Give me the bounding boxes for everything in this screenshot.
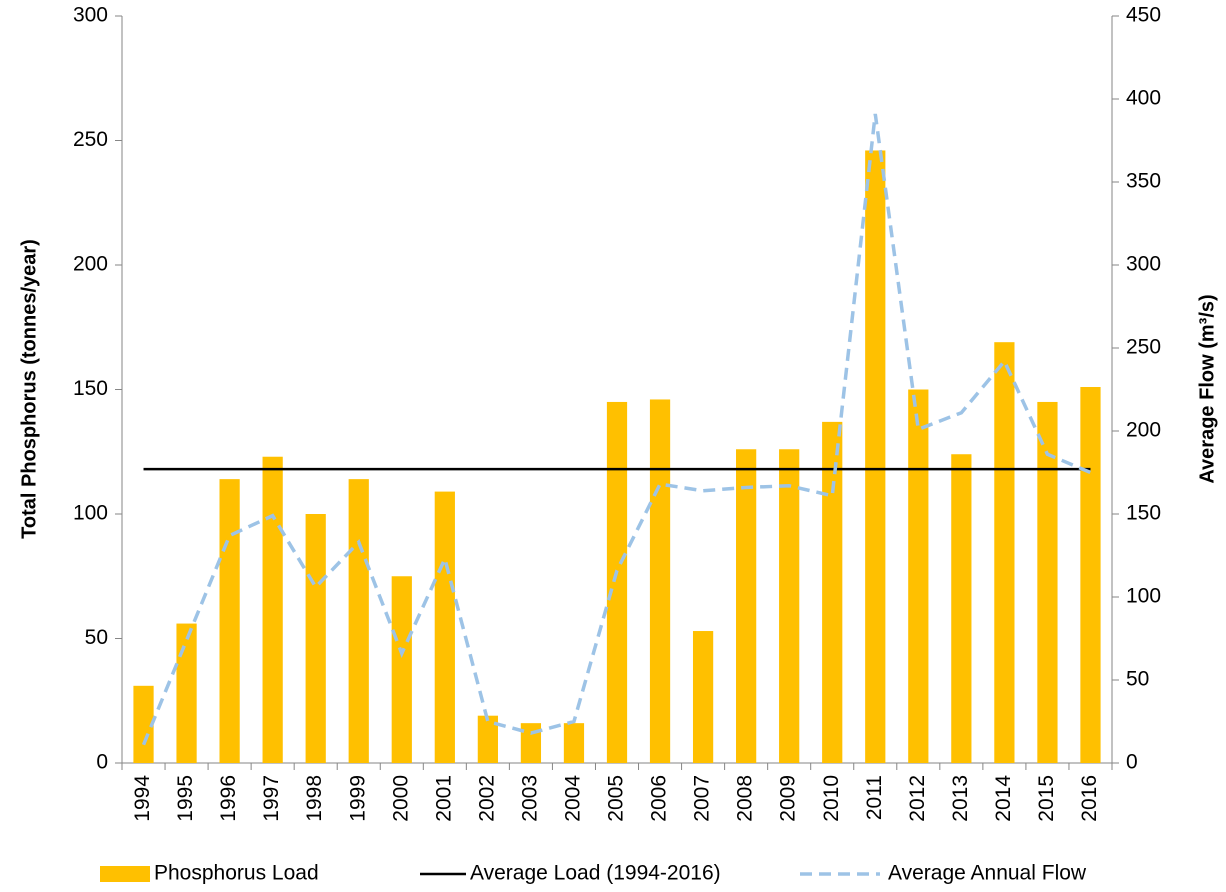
bar bbox=[219, 479, 240, 763]
y-axis-title: Total Phosphorus (tonnes/year) bbox=[18, 239, 40, 539]
y2-tick-label: 250 bbox=[1126, 336, 1161, 359]
legend-label: Average Load (1994-2016) bbox=[470, 862, 721, 885]
bar bbox=[133, 685, 154, 763]
bar bbox=[563, 723, 585, 763]
x-tick-label: 2009 bbox=[777, 775, 800, 822]
legend-label: Phosphorus Load bbox=[154, 862, 319, 885]
y-tick-label: 0 bbox=[96, 751, 108, 774]
y2-tick-label: 400 bbox=[1126, 87, 1161, 110]
bar bbox=[434, 491, 455, 763]
flow-line bbox=[141, 113, 1092, 746]
bar bbox=[908, 389, 929, 763]
x-tick-label: 2002 bbox=[475, 775, 498, 822]
y2-tick-label: 100 bbox=[1126, 585, 1161, 608]
bar bbox=[649, 399, 671, 763]
y2-tick-label: 300 bbox=[1126, 253, 1161, 276]
bar bbox=[1080, 387, 1101, 763]
x-tick-label: 1995 bbox=[174, 775, 197, 822]
x-tick-label: 1998 bbox=[303, 775, 326, 822]
x-tick-label: 2008 bbox=[734, 775, 757, 822]
bar bbox=[520, 723, 542, 763]
x-tick-label: 2013 bbox=[949, 775, 972, 822]
x-tick-label: 2003 bbox=[518, 775, 541, 822]
bar bbox=[994, 342, 1015, 763]
y-tick-label: 300 bbox=[73, 4, 108, 27]
y2-axis-title: Average Flow (m³/s) bbox=[1196, 294, 1218, 483]
bar bbox=[692, 631, 714, 763]
y-tick-label: 50 bbox=[85, 626, 108, 649]
bar bbox=[176, 623, 197, 763]
x-tick-label: 2011 bbox=[863, 775, 886, 820]
x-tick-label: 2007 bbox=[691, 775, 714, 822]
bar bbox=[779, 449, 800, 763]
y-tick-label: 150 bbox=[73, 377, 108, 400]
y-tick-label: 100 bbox=[73, 502, 108, 525]
bar bbox=[606, 401, 628, 763]
x-tick-label: 2006 bbox=[648, 775, 671, 822]
y2-tick-label: 0 bbox=[1126, 751, 1138, 774]
y-tick-label: 200 bbox=[73, 253, 108, 276]
x-tick-label: 2010 bbox=[820, 775, 843, 822]
y2-tick-label: 200 bbox=[1126, 419, 1161, 442]
bar bbox=[736, 449, 757, 763]
x-tick-label: 2005 bbox=[605, 775, 628, 822]
bar bbox=[865, 150, 886, 763]
bar bbox=[951, 454, 972, 763]
bar bbox=[1037, 401, 1058, 763]
x-tick-label: 2000 bbox=[389, 775, 412, 822]
legend-swatch bbox=[100, 866, 150, 882]
bar bbox=[348, 479, 369, 763]
y2-tick-label: 150 bbox=[1126, 502, 1161, 525]
x-tick-label: 2012 bbox=[906, 775, 929, 822]
bar bbox=[305, 514, 326, 763]
legend-label: Average Annual Flow bbox=[888, 862, 1087, 885]
x-tick-label: 2015 bbox=[1035, 775, 1058, 822]
x-tick-label: 2016 bbox=[1078, 775, 1101, 822]
x-tick-label: 2004 bbox=[562, 775, 585, 822]
x-tick-label: 1994 bbox=[131, 775, 154, 822]
x-tick-label: 2014 bbox=[992, 775, 1015, 822]
bar bbox=[262, 456, 283, 763]
x-tick-label: 1997 bbox=[260, 775, 283, 822]
y2-tick-label: 50 bbox=[1126, 668, 1149, 691]
x-tick-label: 1999 bbox=[346, 775, 369, 822]
x-tick-label: 1996 bbox=[217, 775, 240, 822]
y2-tick-label: 450 bbox=[1126, 4, 1161, 27]
y-tick-label: 250 bbox=[73, 128, 108, 151]
y2-tick-label: 350 bbox=[1126, 170, 1161, 193]
bar bbox=[822, 421, 843, 763]
x-tick-label: 2001 bbox=[432, 775, 455, 822]
bar bbox=[391, 576, 412, 763]
bar bbox=[477, 715, 498, 763]
